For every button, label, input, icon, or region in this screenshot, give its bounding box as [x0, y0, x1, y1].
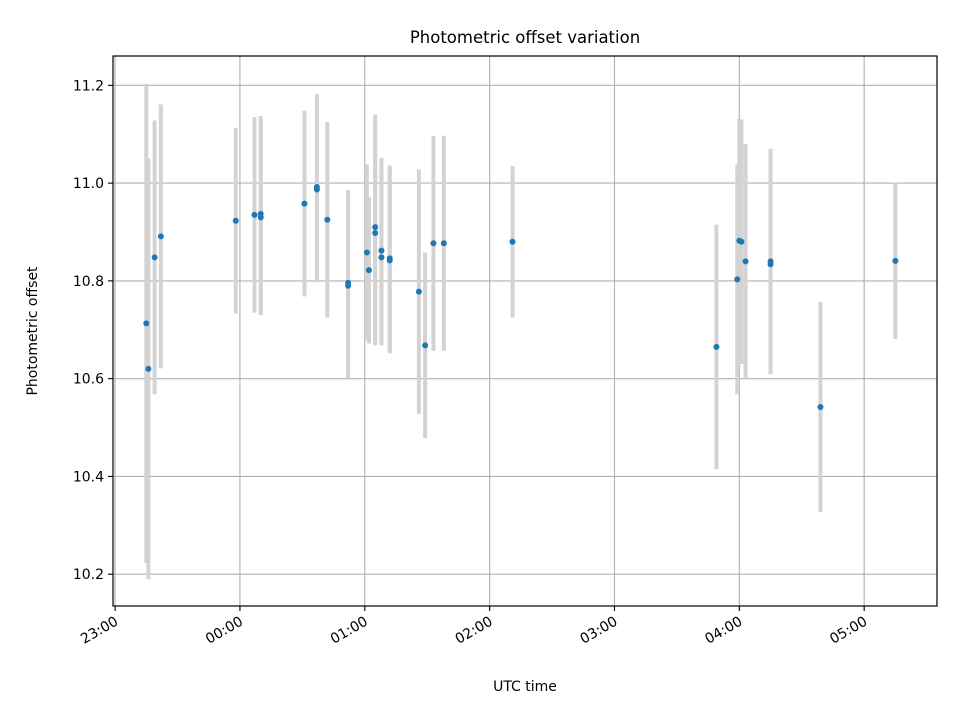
data-point [143, 320, 150, 327]
y-tick-label: 10.2 [73, 567, 104, 583]
y-axis-ticks: 10.2 10.4 10.6 10.8 11.0 11.2 [73, 78, 113, 583]
data-point [157, 233, 164, 240]
data-point [365, 267, 372, 274]
x-axis-label: UTC time [493, 679, 557, 695]
y-axis-label: Photometric offset [25, 266, 41, 396]
data-point [713, 343, 720, 350]
data-point [386, 255, 393, 262]
chart-title: Photometric offset variation [410, 28, 640, 47]
data-point [378, 247, 385, 254]
y-tick-label: 10.4 [73, 469, 104, 485]
y-tick-label: 11.0 [73, 176, 104, 192]
data-point [742, 258, 749, 265]
data-point [345, 279, 352, 286]
data-point [509, 238, 516, 245]
data-point [767, 258, 774, 265]
data-point [324, 216, 331, 223]
data-point [415, 288, 422, 295]
data-point [892, 257, 899, 264]
data-point [151, 254, 158, 261]
data-point [251, 211, 258, 218]
axes-frame [112, 55, 938, 607]
data-point [232, 217, 239, 224]
y-tick-label: 11.2 [73, 78, 104, 94]
data-point [738, 238, 745, 245]
data-point [301, 200, 308, 207]
data-point [145, 365, 152, 372]
data-point [422, 342, 429, 349]
data-point [257, 210, 264, 217]
data-point [313, 184, 320, 191]
data-point [372, 224, 379, 231]
data-point [440, 240, 447, 247]
data-point [378, 254, 385, 261]
data-point [363, 249, 370, 256]
y-tick-label: 10.6 [73, 372, 104, 388]
data-points [143, 184, 899, 411]
data-point [372, 229, 379, 236]
data-point [430, 240, 437, 247]
data-point [817, 404, 824, 411]
data-point [734, 276, 741, 283]
y-tick-label: 10.8 [73, 274, 104, 290]
